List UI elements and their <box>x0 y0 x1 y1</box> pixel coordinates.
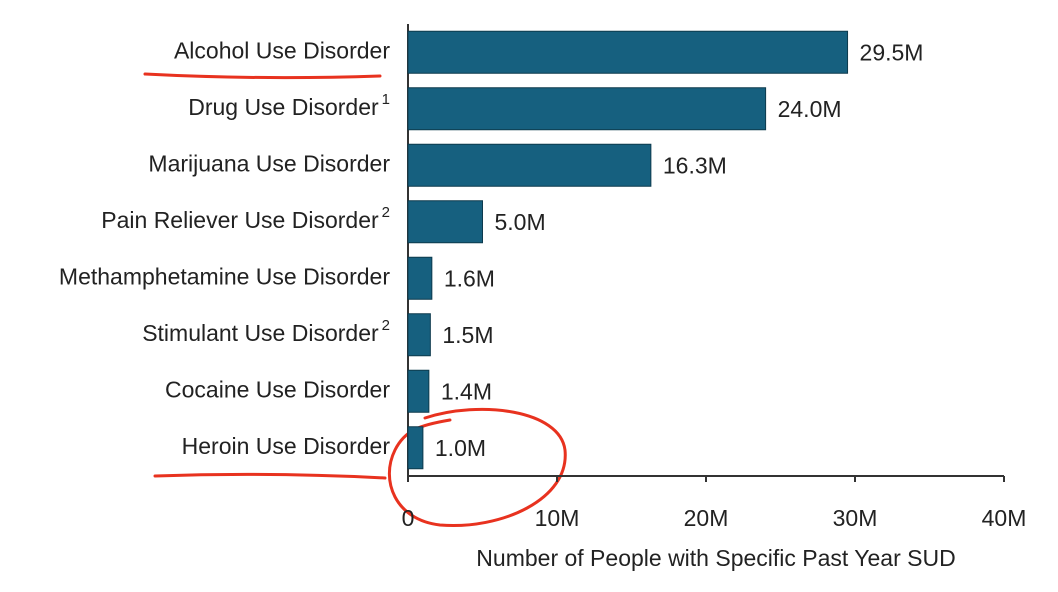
value-label: 1.0M <box>435 435 486 461</box>
underline <box>143 72 382 80</box>
category-label: Stimulant Use Disorder 2 <box>142 317 390 346</box>
x-tick-label: 10M <box>535 505 580 531</box>
x-axis-title: Number of People with Specific Past Year… <box>476 545 955 571</box>
footnote-mark: 2 <box>382 317 390 334</box>
footnote-mark: 1 <box>382 91 390 108</box>
value-label: 1.4M <box>441 378 492 404</box>
bar <box>407 200 483 244</box>
category-label: Cocaine Use Disorder <box>165 376 390 402</box>
bar <box>407 143 652 187</box>
value-label: 16.3M <box>663 152 727 178</box>
circle <box>387 407 567 528</box>
category-label: Drug Use Disorder 1 <box>188 91 390 120</box>
category-name: Marijuana Use Disorder <box>148 150 390 176</box>
x-tick-label: 30M <box>833 505 878 531</box>
x-tick-label: 20M <box>684 505 729 531</box>
value-label: 29.5M <box>860 39 924 65</box>
category-label: Heroin Use Disorder <box>182 433 391 459</box>
category-name: Pain Reliever Use Disorder <box>101 207 379 233</box>
value-label: 24.0M <box>778 96 842 122</box>
category-label: Pain Reliever Use Disorder 2 <box>101 204 390 233</box>
category-name: Drug Use Disorder <box>188 94 379 120</box>
category-label: Marijuana Use Disorder <box>148 150 390 176</box>
category-name: Heroin Use Disorder <box>182 433 391 459</box>
value-label: 1.5M <box>442 322 493 348</box>
x-tick-label: 40M <box>982 505 1027 531</box>
bar <box>407 369 430 413</box>
bar <box>407 30 849 74</box>
category-name: Alcohol Use Disorder <box>174 37 390 63</box>
value-label: 5.0M <box>495 209 546 235</box>
footnote-mark: 2 <box>382 204 390 221</box>
bar <box>407 256 433 300</box>
bar <box>407 426 424 470</box>
category-name: Methamphetamine Use Disorder <box>59 263 390 289</box>
category-label: Methamphetamine Use Disorder <box>59 263 390 289</box>
bar <box>407 313 431 357</box>
category-label: Alcohol Use Disorder <box>174 37 390 63</box>
underline <box>153 472 387 480</box>
bar <box>407 87 767 131</box>
category-name: Stimulant Use Disorder <box>142 320 379 346</box>
value-label: 1.6M <box>444 265 495 291</box>
category-name: Cocaine Use Disorder <box>165 376 390 402</box>
annotations <box>143 72 567 528</box>
x-tick-label: 0 <box>402 505 415 531</box>
